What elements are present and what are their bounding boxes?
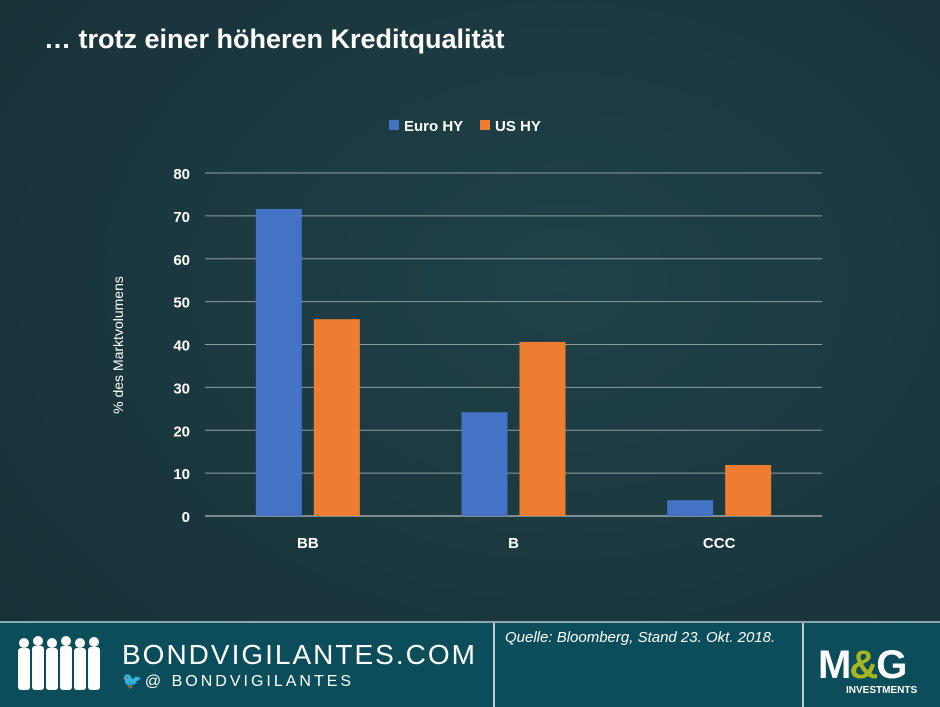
legend-swatch <box>389 120 399 130</box>
y-tick-label: 40 <box>173 338 190 355</box>
x-tick-label: BB <box>297 535 319 552</box>
y-axis-label: % des Marktvolumens <box>110 276 126 414</box>
y-tick-label: 50 <box>173 295 190 312</box>
people-silhouette-icon <box>18 636 100 690</box>
y-tick-label: 70 <box>173 209 190 226</box>
x-tick-label: B <box>508 535 519 552</box>
divider <box>493 623 495 707</box>
bar-CCC-Euro-HY <box>667 500 714 516</box>
legend-label: Euro HY <box>404 118 463 135</box>
twitter-handle[interactable]: 🐦@ BONDVIGILANTES <box>122 673 355 690</box>
divider <box>802 623 804 707</box>
legend-swatch <box>480 120 490 130</box>
legend-label: US HY <box>495 118 541 135</box>
logo-subtitle: INVESTMENTS <box>846 685 918 696</box>
bar-B-US-HY <box>519 341 566 516</box>
slide-title: … trotz einer höheren Kreditqualität <box>44 24 505 54</box>
bar-B-Euro-HY <box>461 412 508 516</box>
footer: BONDVIGILANTES.COM 🐦@ BONDVIGILANTES Que… <box>0 621 940 707</box>
y-tick-label: 0 <box>182 509 190 526</box>
y-tick-label: 60 <box>173 252 190 269</box>
twitter-icon: 🐦 <box>122 673 145 690</box>
y-tick-label: 30 <box>173 380 190 397</box>
bar-CCC-US-HY <box>725 464 772 516</box>
y-tick-label: 20 <box>173 423 190 440</box>
source-note: Quelle: Bloomberg, Stand 23. Okt. 2018. <box>505 629 776 646</box>
bar-BB-Euro-HY <box>255 209 302 516</box>
mg-logo: M&G <box>818 643 907 687</box>
y-tick-label: 10 <box>173 466 190 483</box>
y-tick-label: 80 <box>173 166 190 183</box>
x-tick-label: CCC <box>703 535 736 552</box>
bar-BB-US-HY <box>313 319 360 516</box>
site-link[interactable]: BONDVIGILANTES.COM <box>122 639 477 670</box>
